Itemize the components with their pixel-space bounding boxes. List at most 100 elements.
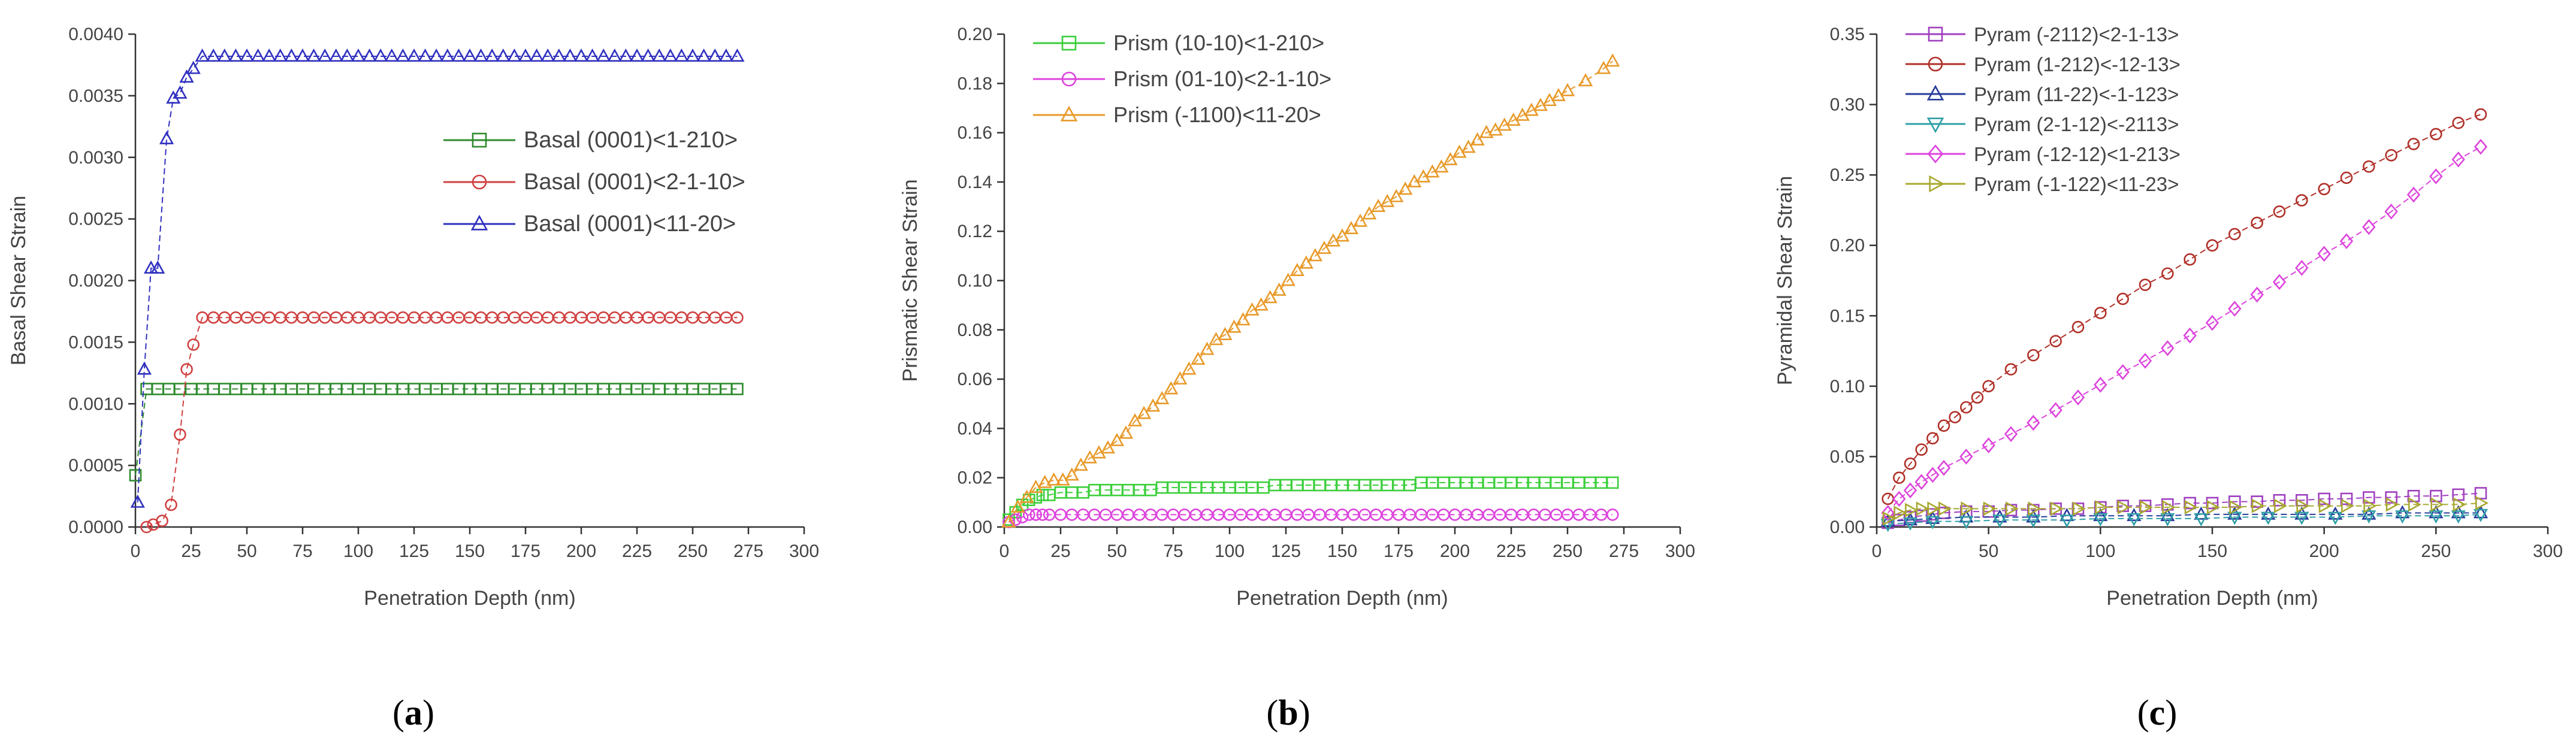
legend-marker: [470, 214, 488, 231]
data-point: [174, 428, 186, 441]
data-point: [2059, 514, 2074, 528]
legend-marker: [1926, 84, 1944, 101]
data-point: [2451, 505, 2466, 519]
y-tick-label: 0.0020: [68, 271, 123, 291]
legend-marker: [1061, 35, 1077, 51]
data-point: [708, 48, 723, 62]
data-point: [496, 48, 511, 62]
legend-label: Pyram (1-212)<-12-13>: [1974, 53, 2181, 75]
panel-label-open: (: [392, 693, 404, 732]
series-line: [135, 388, 738, 476]
data-point: [451, 48, 466, 62]
x-tick-label: 0: [131, 541, 141, 561]
data-point: [485, 48, 500, 62]
x-tick-label: 150: [455, 541, 485, 561]
x-tick-label: 175: [1384, 541, 1414, 561]
data-point: [1029, 508, 1042, 521]
data-point: [165, 498, 177, 511]
data-point: [2407, 138, 2420, 150]
x-tick-label: 125: [399, 541, 429, 561]
data-point: [180, 363, 193, 375]
panel-label-open: (: [1266, 693, 1278, 732]
data-point: [2294, 506, 2309, 520]
y-tick-label: 0.20: [1830, 236, 1865, 256]
y-tick-label: 0.0010: [68, 394, 123, 414]
data-point: [1903, 482, 1917, 499]
data-point: [1982, 437, 1995, 453]
data-point: [1182, 361, 1197, 375]
data-point: [1398, 181, 1413, 195]
data-point: [2318, 492, 2330, 505]
y-tick-label: 0.25: [1830, 165, 1865, 185]
data-point: [1893, 471, 1905, 484]
data-point: [462, 48, 478, 62]
data-point: [1352, 213, 1368, 227]
x-tick-label: 100: [2085, 541, 2115, 561]
data-point: [2140, 499, 2154, 515]
data-point: [2294, 511, 2309, 525]
data-point: [2452, 116, 2465, 129]
data-point: [2339, 233, 2354, 249]
data-point: [2094, 377, 2107, 393]
data-point: [1036, 489, 1049, 501]
data-point: [2227, 506, 2242, 520]
data-point: [2116, 292, 2129, 305]
x-tick-label: 200: [1440, 541, 1470, 561]
data-point: [2295, 260, 2309, 276]
data-point: [1001, 514, 1016, 528]
data-point: [1073, 458, 1088, 471]
y-tick-label: 0.10: [1830, 377, 1865, 396]
series-line: [1887, 146, 2481, 514]
data-point: [2429, 168, 2443, 184]
x-tick-label: 175: [511, 541, 540, 561]
data-point: [585, 48, 600, 62]
data-point: [1281, 272, 1295, 286]
x-tick-label: 100: [343, 541, 373, 561]
data-point: [2474, 138, 2488, 155]
series-line: [146, 317, 738, 528]
panel-b: 0 25 50 75 100 125 150 175 200 225 250 275 300 0.00 0.…: [899, 25, 1695, 732]
data-point: [2160, 508, 2175, 522]
data-point: [318, 48, 333, 62]
data-point: [2328, 511, 2343, 525]
data-point: [529, 48, 544, 62]
y-tick-label: 0.00: [958, 517, 992, 537]
panel-label: (c): [2137, 693, 2178, 732]
data-point: [573, 48, 589, 62]
x-tick-label: 125: [1271, 541, 1301, 561]
data-point: [652, 48, 667, 62]
data-point: [2250, 286, 2264, 303]
data-point: [2385, 149, 2397, 162]
data-point: [518, 48, 533, 62]
series-line: [1888, 492, 2481, 523]
data-point: [1915, 443, 1928, 456]
data-point: [1894, 505, 1907, 520]
data-point: [1461, 140, 1476, 153]
data-point: [2384, 204, 2398, 220]
data-point: [1606, 508, 1619, 521]
y-tick-label: 0.02: [958, 468, 992, 488]
y-tick-label: 0.10: [958, 271, 992, 291]
data-point: [228, 48, 243, 62]
data-point: [1937, 507, 1950, 519]
data-point: [1443, 152, 1458, 165]
data-point: [1023, 508, 1035, 521]
data-point: [351, 48, 366, 62]
series-5: [1882, 495, 2489, 526]
x-tick-label: 275: [733, 541, 763, 561]
data-point: [2207, 499, 2221, 515]
data-point: [1010, 499, 1025, 513]
series-4: [1881, 138, 2488, 521]
data-point: [2261, 506, 2276, 520]
data-point: [2026, 509, 2041, 523]
data-point: [2094, 307, 2107, 319]
y-tick-label: 0.0005: [68, 456, 123, 476]
data-point: [179, 69, 194, 83]
data-point: [2385, 491, 2397, 504]
data-point: [2073, 501, 2086, 516]
x-tick-label: 75: [1163, 541, 1183, 561]
data-point: [2228, 228, 2241, 241]
y-tick-label: 0.14: [958, 172, 992, 192]
series-line: [1888, 502, 2481, 519]
